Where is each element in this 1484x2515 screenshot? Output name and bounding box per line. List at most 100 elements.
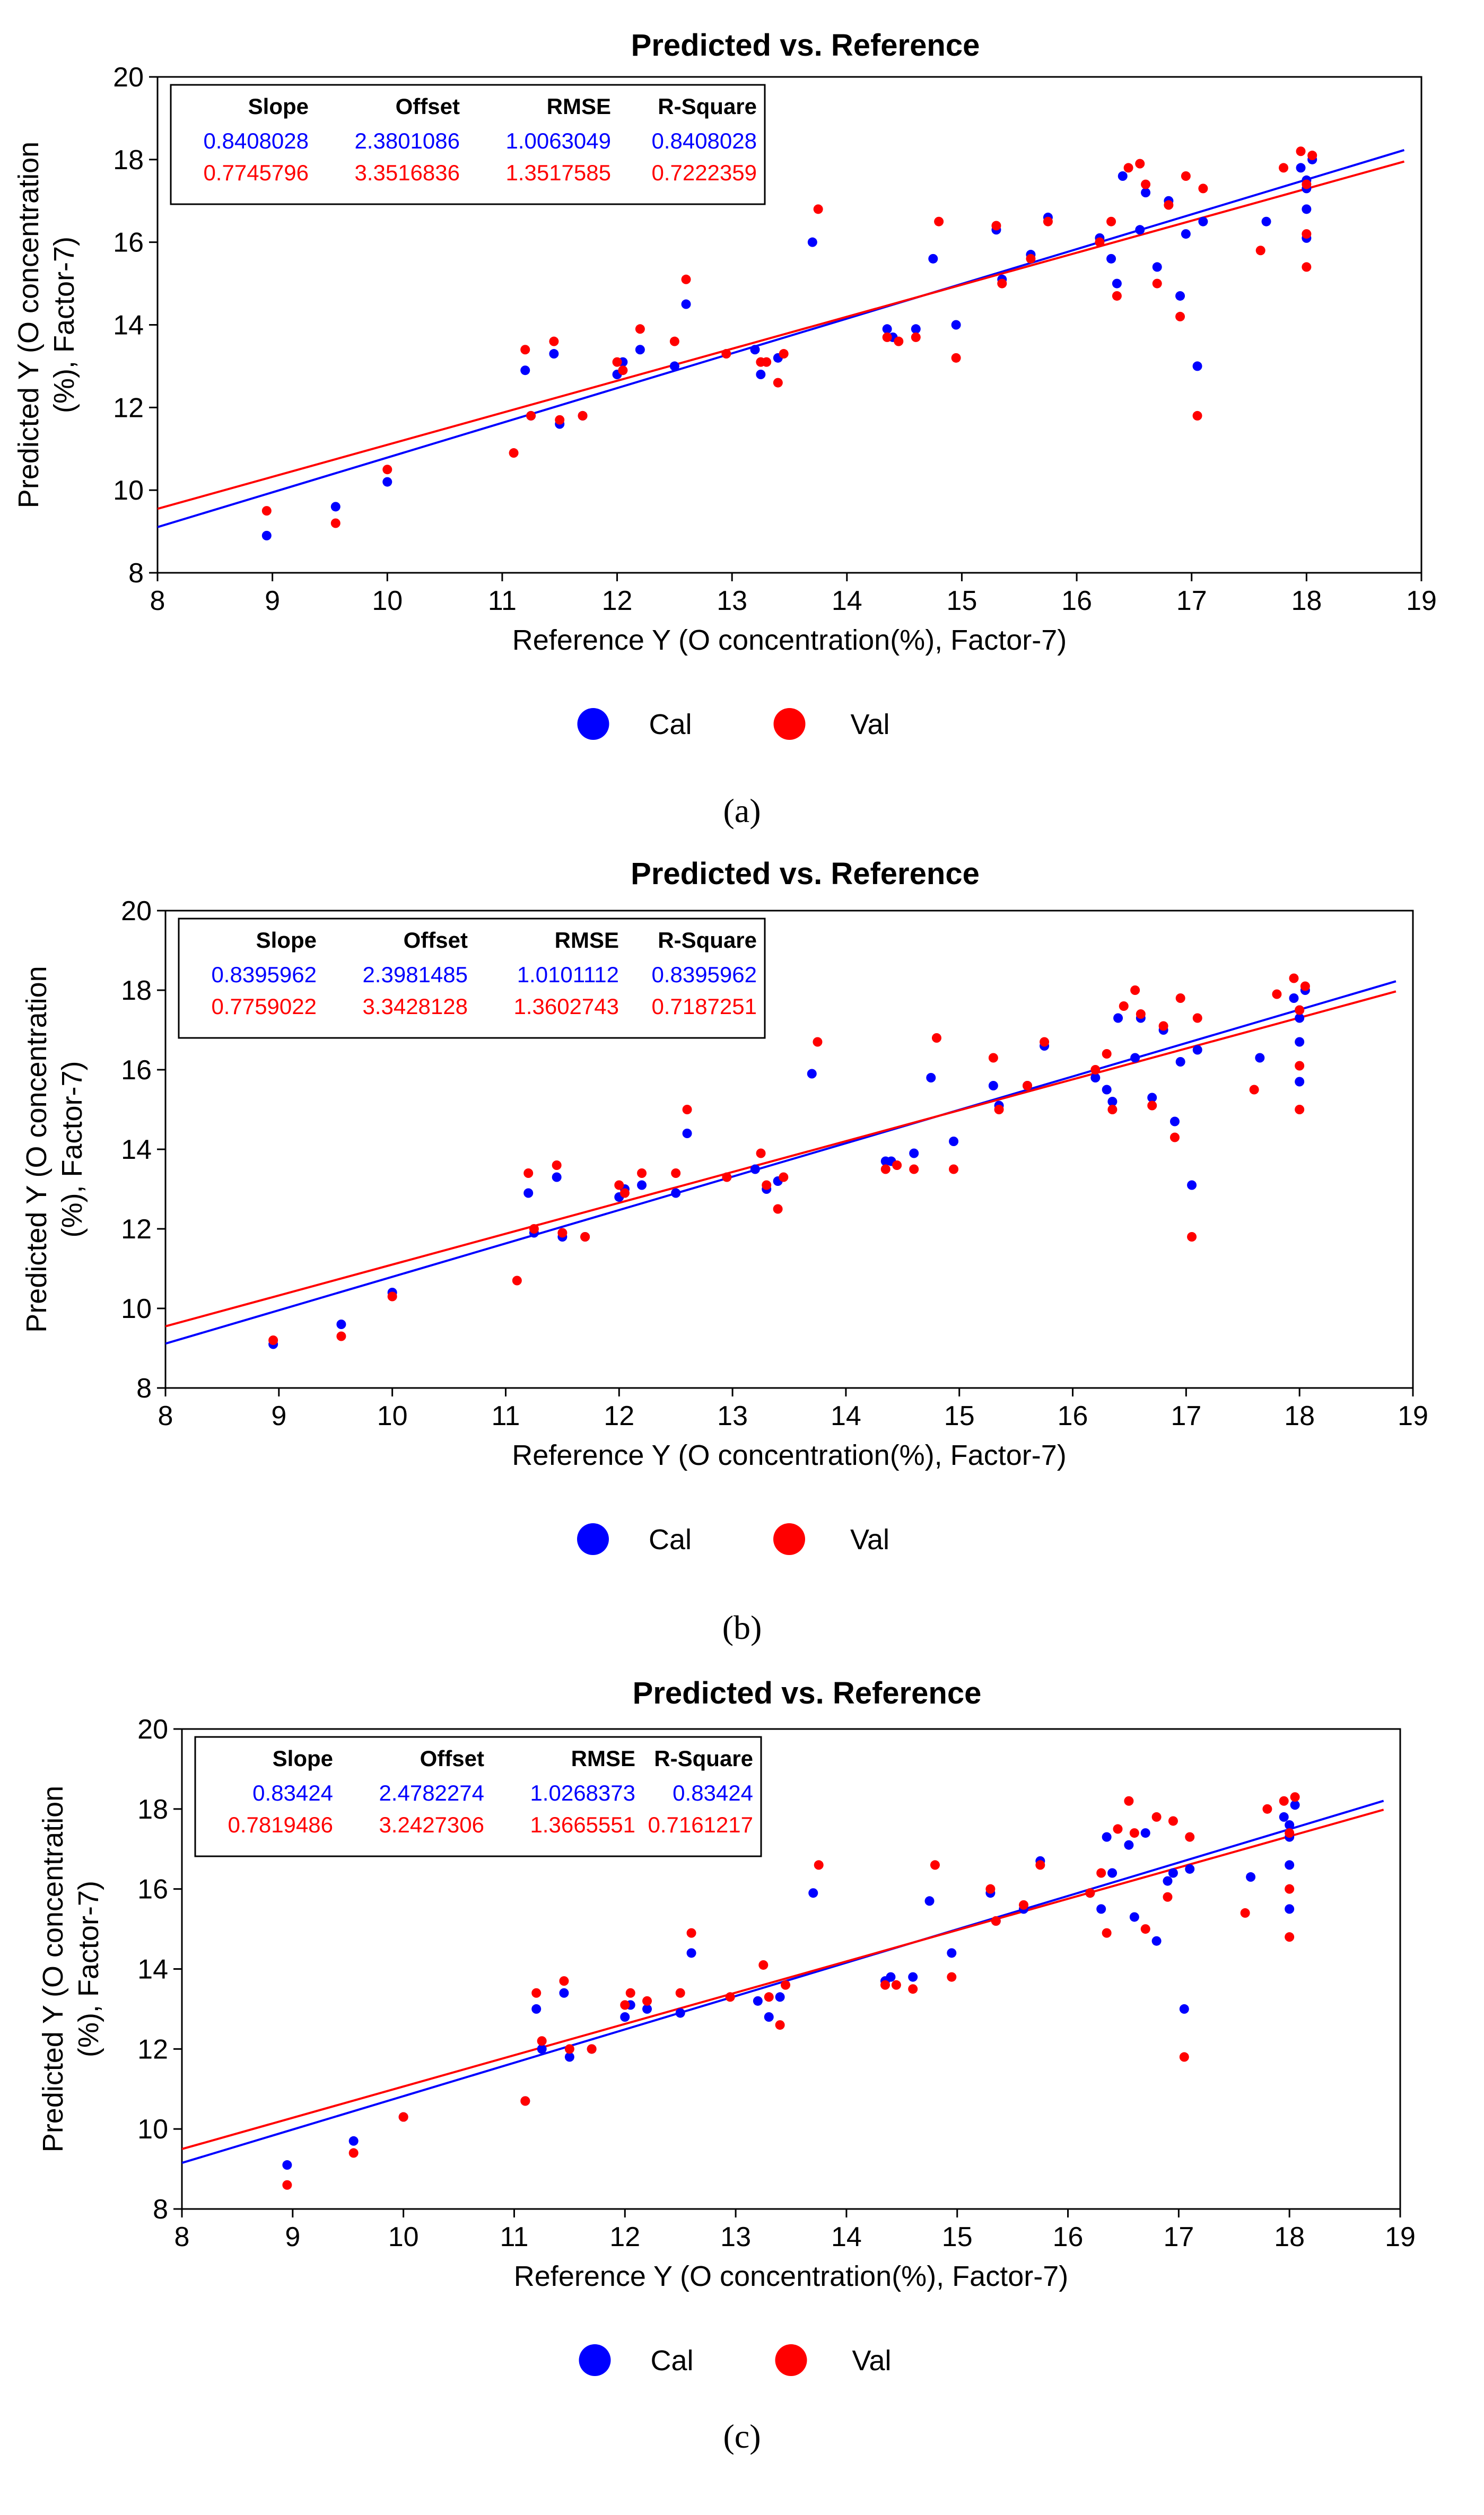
val-point bbox=[1185, 1832, 1195, 1842]
val-point bbox=[1158, 1021, 1168, 1031]
x-tick-label: 8 bbox=[158, 1401, 173, 1431]
val-point bbox=[1147, 1101, 1157, 1111]
cal-point bbox=[1140, 1828, 1150, 1838]
cal-point bbox=[564, 2052, 574, 2062]
val-point bbox=[1175, 311, 1185, 321]
val-point bbox=[1130, 985, 1140, 995]
y-axis-label-line1: Predicted Y (O concentration bbox=[37, 1786, 69, 2152]
val-point bbox=[619, 1188, 630, 1198]
chart-title: Predicted vs. Reference bbox=[631, 28, 980, 63]
cal-point bbox=[886, 1972, 896, 1982]
y-tick-label: 16 bbox=[121, 1055, 152, 1086]
stats-box bbox=[170, 84, 766, 205]
stats-box bbox=[194, 1736, 762, 1857]
stats-val-value: 1.3665551 bbox=[530, 1812, 635, 1837]
cal-point bbox=[1168, 1868, 1178, 1878]
val-point bbox=[930, 1860, 940, 1870]
stats-cal-value: 0.83424 bbox=[252, 1780, 333, 1805]
val-point bbox=[1136, 1009, 1146, 1019]
val-point bbox=[559, 1976, 569, 1986]
val-point bbox=[764, 1992, 774, 2002]
cal-point bbox=[675, 2008, 685, 2018]
stats-val-value: 1.3517585 bbox=[505, 160, 611, 185]
val-point bbox=[721, 349, 731, 359]
cal-point bbox=[1152, 262, 1162, 272]
val-point bbox=[1295, 1061, 1305, 1071]
cal-point bbox=[682, 1129, 692, 1138]
cal-point bbox=[1113, 1013, 1123, 1023]
val-point bbox=[282, 2180, 292, 2190]
stats-header: Offset bbox=[420, 1746, 484, 1771]
chart-title: Predicted vs. Reference bbox=[631, 857, 980, 891]
val-point bbox=[994, 1105, 1004, 1114]
stats-header: R-Square bbox=[658, 928, 757, 953]
val-point bbox=[1295, 1105, 1305, 1114]
val-point bbox=[934, 216, 944, 226]
legend-cal-marker bbox=[577, 1523, 609, 1555]
cal-point bbox=[1181, 229, 1191, 239]
chart-panel-1: Predicted vs. Reference 8 9 10 11 12 13 14 15 16 1… bbox=[13, 28, 1437, 829]
val-point bbox=[1279, 1796, 1289, 1806]
cal-point bbox=[1163, 1876, 1173, 1886]
val-point bbox=[1112, 291, 1122, 301]
stats-val-value: 1.3602743 bbox=[513, 994, 619, 1019]
legend-cal-label: Cal bbox=[649, 709, 692, 740]
y-tick-label: 18 bbox=[113, 145, 144, 176]
x-tick-label: 11 bbox=[500, 2222, 528, 2252]
val-point bbox=[1090, 1065, 1101, 1075]
val-point bbox=[1302, 229, 1312, 239]
legend-val-label: Val bbox=[850, 1524, 889, 1556]
cal-point bbox=[523, 1188, 534, 1198]
stats-header: R-Square bbox=[654, 1746, 753, 1771]
y-tick-label: 16 bbox=[137, 1874, 168, 1905]
val-point bbox=[949, 1164, 959, 1174]
x-tick-label: 16 bbox=[1058, 1401, 1088, 1431]
cal-point bbox=[1187, 1180, 1197, 1190]
cal-point bbox=[1112, 278, 1122, 289]
val-point bbox=[813, 1037, 823, 1047]
cal-point bbox=[1255, 1053, 1265, 1063]
val-point bbox=[991, 221, 1001, 231]
val-point bbox=[1043, 216, 1053, 226]
y-tick-label: 18 bbox=[137, 1794, 168, 1825]
val-point bbox=[1140, 1924, 1150, 1934]
cal-point bbox=[330, 502, 341, 512]
cal-point bbox=[1179, 2004, 1189, 2014]
cal-point bbox=[559, 1988, 569, 1998]
val-point bbox=[526, 411, 536, 421]
val-point bbox=[1289, 973, 1299, 983]
val-point bbox=[1096, 1868, 1106, 1878]
val-point bbox=[951, 353, 961, 363]
stats-header: Slope bbox=[256, 928, 317, 953]
stats-val-value: 0.7187251 bbox=[651, 994, 757, 1019]
x-tick-label: 11 bbox=[488, 586, 517, 616]
val-point bbox=[531, 1988, 542, 1998]
cal-point bbox=[807, 237, 817, 247]
val-point bbox=[1272, 989, 1282, 999]
x-tick-label: 10 bbox=[372, 586, 403, 616]
val-point bbox=[880, 1980, 890, 1990]
cal-point bbox=[924, 1896, 935, 1906]
val-point bbox=[882, 332, 892, 342]
val-point bbox=[762, 357, 772, 367]
val-point bbox=[1135, 159, 1145, 169]
stats-cal-value: 1.0268373 bbox=[530, 1780, 635, 1805]
cal-point bbox=[681, 299, 691, 309]
stats-cal-value: 2.3801086 bbox=[354, 128, 460, 153]
val-point bbox=[675, 1988, 685, 1998]
val-point bbox=[669, 336, 679, 346]
y-tick-label: 8 bbox=[136, 1373, 152, 1404]
cal-point bbox=[1296, 163, 1306, 173]
cal-point bbox=[1285, 1904, 1295, 1914]
val-point bbox=[537, 2036, 547, 2046]
val-point bbox=[625, 1988, 635, 1998]
cal-point bbox=[282, 2160, 292, 2170]
val-point bbox=[1300, 981, 1310, 991]
val-point bbox=[988, 1053, 998, 1063]
cal-point bbox=[750, 345, 760, 355]
cal-point bbox=[764, 2012, 774, 2022]
val-point bbox=[1255, 246, 1265, 256]
val-point bbox=[1123, 163, 1133, 173]
cal-point bbox=[1107, 1097, 1118, 1106]
val-point bbox=[762, 1180, 772, 1190]
